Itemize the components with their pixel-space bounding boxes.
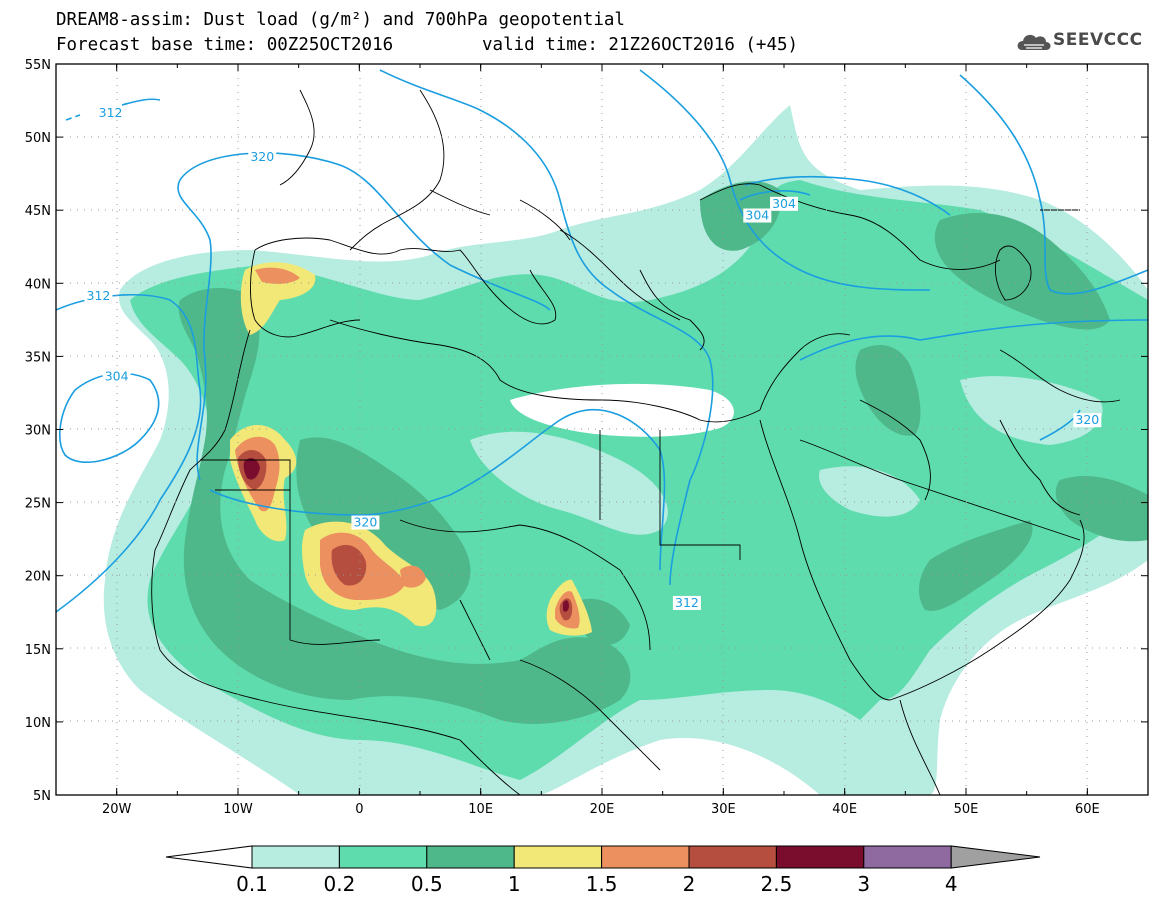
y-tick-label: 30N <box>25 424 51 439</box>
contour-label: 304 <box>770 196 798 211</box>
colorbar-label: 2.5 <box>760 872 792 896</box>
y-tick-label: 45N <box>25 204 51 219</box>
colorbar-segment <box>513 845 603 869</box>
colorbar-segment <box>775 845 865 869</box>
axis-ticks <box>55 63 1149 796</box>
x-tick-label: 50E <box>954 802 979 817</box>
svg-text:312: 312 <box>675 595 699 610</box>
svg-text:320: 320 <box>250 149 274 164</box>
svg-text:312: 312 <box>99 105 123 120</box>
contour-label: 304 <box>102 368 131 384</box>
colorbar-min-triangle <box>165 845 253 869</box>
y-tick-label: 25N <box>25 497 51 512</box>
x-tick-label: 20E <box>590 802 615 817</box>
svg-text:312: 312 <box>87 288 111 303</box>
x-tick-label: 20W <box>102 802 132 817</box>
y-tick-label: 55N <box>25 58 51 73</box>
y-tick-labels: 55N 50N 45N 40N 35N 30N 25N 20N 15N 10N 5N <box>25 58 51 804</box>
title-line-2: Forecast base time: 00Z25OCT2016 <box>56 35 394 55</box>
y-tick-label: 40N <box>25 277 51 292</box>
colorbar <box>165 845 1041 869</box>
x-tick-label: 60E <box>1075 802 1100 817</box>
colorbar-label: 4 <box>945 872 958 896</box>
svg-text:304: 304 <box>745 208 769 223</box>
y-tick-label: 10N <box>25 716 51 731</box>
svg-text:304: 304 <box>772 196 796 211</box>
colorbar-label: 0.5 <box>411 872 443 896</box>
dust-1-region <box>240 262 316 335</box>
svg-text:320: 320 <box>1075 412 1099 427</box>
colorbar-max-triangle <box>950 845 1041 869</box>
colorbar-labels: 0.1 0.2 0.5 1 1.5 2 2.5 3 4 <box>236 872 957 896</box>
y-tick-label: 50N <box>25 131 51 146</box>
colorbar-segment <box>338 845 428 869</box>
x-tick-label: 10W <box>223 802 253 817</box>
colorbar-segment <box>863 845 952 869</box>
colorbar-label: 3 <box>857 872 870 896</box>
colorbar-label: 1.5 <box>586 872 618 896</box>
cloud-logo-icon <box>1017 34 1051 50</box>
colorbar-label: 0.1 <box>236 872 268 896</box>
contour-label: 304 <box>743 208 772 223</box>
x-tick-label: 0 <box>355 802 363 817</box>
colorbar-segment <box>601 845 690 869</box>
contour-label: 320 <box>351 515 380 530</box>
contour-label: 320 <box>248 149 277 165</box>
contour-label: 312 <box>672 595 701 610</box>
svg-text:320: 320 <box>353 515 377 530</box>
colorbar-label: 0.2 <box>323 872 355 896</box>
svg-text:304: 304 <box>105 368 129 383</box>
colorbar-segment <box>251 845 340 869</box>
contour-label: 320 <box>1073 412 1102 428</box>
logo-text: SEEVCCC <box>1053 30 1143 50</box>
geopotential-contours <box>56 69 1148 613</box>
y-tick-label: 20N <box>25 570 51 585</box>
y-tick-label: 15N <box>25 643 51 658</box>
x-tick-labels: 20W 10W 0 10E 20E 30E 40E 50E 60E <box>102 802 1100 817</box>
colorbar-segment <box>688 845 777 869</box>
y-tick-label: 5N <box>33 789 51 804</box>
title-line-1: DREAM8-assim: Dust load (g/m²) and 700hP… <box>56 10 625 30</box>
valid-time: valid time: 21Z26OCT2016 (+45) <box>482 35 799 55</box>
colorbar-label: 2 <box>683 872 696 896</box>
colorbar-segment <box>426 845 515 869</box>
x-tick-label: 40E <box>832 802 857 817</box>
coastlines-borders <box>151 89 1121 795</box>
graticule <box>56 64 1148 795</box>
contour-label: 312 <box>96 105 125 121</box>
x-tick-label: 10E <box>468 802 493 817</box>
x-tick-label: 30E <box>711 802 736 817</box>
colorbar-label: 1 <box>508 872 521 896</box>
y-tick-label: 35N <box>25 350 51 365</box>
dust-0.5-region <box>178 288 631 724</box>
contour-label: 312 <box>84 288 113 303</box>
